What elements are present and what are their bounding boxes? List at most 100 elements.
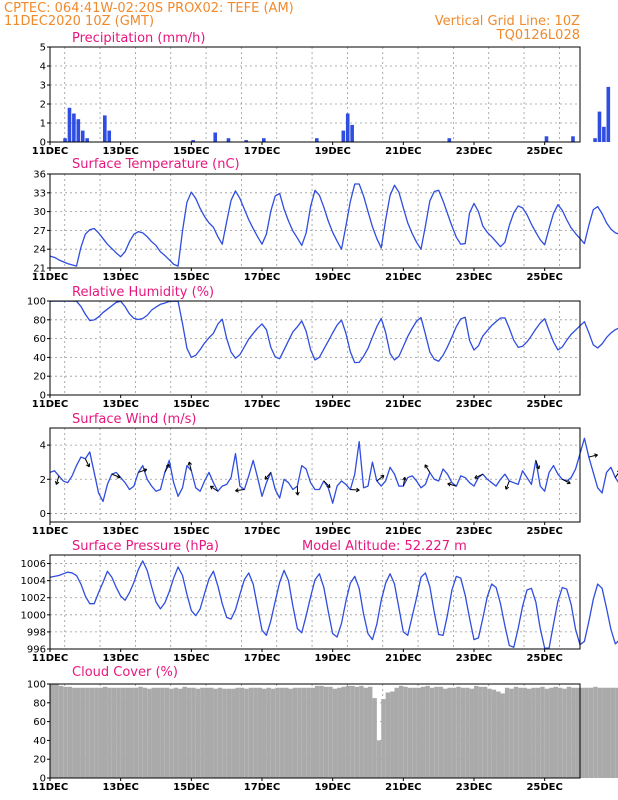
wind-arrow-shaft — [402, 477, 406, 487]
precip-bar — [107, 130, 112, 142]
cloud-bar — [553, 686, 558, 778]
precip-bar — [345, 113, 350, 142]
model-altitude-label: Model Altitude: 52.227 m — [302, 539, 467, 554]
wind-arrow-shaft — [323, 480, 331, 488]
wind-xtick-label: 11DEC — [32, 526, 68, 537]
precip-bar — [602, 126, 606, 142]
cloud-bar — [350, 685, 355, 778]
precip-bar — [226, 138, 231, 142]
cloud-bar — [610, 687, 616, 778]
cloud-bar — [522, 687, 527, 778]
cloud-ytick-label: 40 — [33, 736, 46, 747]
precip-xtick-label: 15DEC — [173, 146, 209, 157]
precipitation-frame — [49, 46, 581, 143]
precip-xtick-label: 19DEC — [314, 146, 350, 157]
precip-bar — [606, 86, 611, 142]
precip-bar — [76, 119, 81, 142]
cloud-bar — [160, 687, 165, 778]
precip-ytick-label: 5 — [40, 43, 46, 54]
cloud-bar — [270, 688, 276, 778]
cloud-bar — [606, 687, 611, 778]
cloud-bar — [98, 687, 103, 778]
wind-arrow-shaft — [424, 464, 431, 473]
pres-ytick-label: 998 — [27, 627, 46, 638]
header-grid-line: Vertical Grid Line: 10Z — [435, 14, 580, 29]
wind-arrow-shaft — [474, 473, 484, 479]
cloud-bar — [235, 687, 240, 778]
cloud-bar — [173, 687, 179, 778]
cloud-bar — [319, 685, 324, 778]
cloud-bar — [186, 687, 192, 778]
cloud-bar — [575, 687, 580, 778]
humidity-frame — [49, 300, 581, 396]
cloud-bar — [363, 687, 368, 778]
pres-xtick-label: 21DEC — [385, 653, 421, 664]
cloud-bar — [262, 688, 267, 778]
wind-arrow-shaft — [138, 468, 147, 473]
precip-bar — [315, 138, 319, 142]
cloud-bar — [580, 687, 585, 778]
cloud-bar — [50, 684, 55, 778]
cloud-bar — [571, 687, 576, 778]
cloud-cover-panel: 0 20 40 60 80 100 11DEC 13DEC 15DEC 17DEC 19DEC 21D… — [27, 665, 618, 793]
wind-arrow-head — [165, 464, 170, 469]
wind-xtick-label: 25DEC — [526, 526, 562, 537]
wind-arrow-head — [402, 476, 407, 481]
cloud-bar — [500, 693, 505, 778]
precip-ytick-label: 2 — [40, 100, 46, 111]
precip-bar — [67, 107, 72, 142]
precip-xtick-label: 21DEC — [385, 146, 421, 157]
cloud-bar — [407, 687, 413, 778]
humidity-panel: 0 20 40 60 80 100 11DEC 13DEC 15DEC 17DEC 19DEC 21D… — [27, 285, 618, 410]
wind-arrow-head — [504, 485, 510, 490]
temp-xtick-label: 11DEC — [32, 272, 68, 283]
wind-arrow-shaft — [376, 475, 385, 482]
precip-bar — [341, 130, 346, 142]
cloud-bar — [398, 685, 404, 778]
cloud-bar — [376, 740, 382, 778]
cloud-cover-title: Cloud Cover (%) — [72, 665, 178, 680]
precip-ytick-label: 1 — [40, 119, 46, 130]
wind-xtick-label: 23DEC — [456, 526, 492, 537]
cloud-bar — [156, 687, 161, 778]
wind-arrow-head — [143, 468, 148, 473]
pres-xtick-label: 25DEC — [526, 653, 562, 664]
cloud-bar — [67, 686, 73, 778]
cloud-bar — [416, 687, 421, 778]
wind-arrow-shaft — [588, 454, 598, 458]
rh-xtick-label: 17DEC — [244, 399, 280, 410]
cloud-bar — [438, 686, 444, 778]
cloud-bar — [133, 687, 139, 778]
cloud-bar — [284, 687, 289, 778]
cloud-bar — [310, 687, 315, 778]
cloud-bar — [381, 699, 386, 778]
cloud-xtick-label: 23DEC — [456, 782, 492, 793]
cloud-bar — [147, 688, 152, 778]
cloud-bar — [151, 687, 156, 778]
wind-xtick-label: 13DEC — [102, 526, 138, 537]
cloud-bar — [301, 687, 307, 778]
pres-ytick-label: 1002 — [21, 593, 46, 604]
wind-arrow-head — [380, 474, 385, 479]
cloud-bar — [337, 687, 342, 778]
temp-ytick-label: 36 — [33, 170, 46, 181]
cloud-bar — [425, 685, 430, 778]
cloud-bar — [239, 687, 245, 778]
precip-bar — [350, 124, 354, 142]
precip-bar — [80, 130, 85, 142]
precip-xtick-label: 17DEC — [244, 146, 280, 157]
wind-xtick-label: 19DEC — [314, 526, 350, 537]
cloud-bar — [456, 686, 461, 778]
rh-xtick-label: 13DEC — [102, 399, 138, 410]
cloud-bar — [394, 687, 399, 778]
cloud-bar — [72, 687, 77, 778]
cloud-bar — [368, 686, 373, 778]
cloud-bar — [116, 687, 121, 778]
header-location: CPTEC: 064:41W-02:20S PROX02: TEFE (AM) — [4, 1, 294, 16]
cloud-bar — [469, 688, 474, 778]
wind-arrow-head — [86, 463, 91, 468]
precip-xtick-label: 23DEC — [456, 146, 492, 157]
cloud-bar — [443, 688, 448, 778]
rh-xtick-label: 15DEC — [173, 399, 209, 410]
